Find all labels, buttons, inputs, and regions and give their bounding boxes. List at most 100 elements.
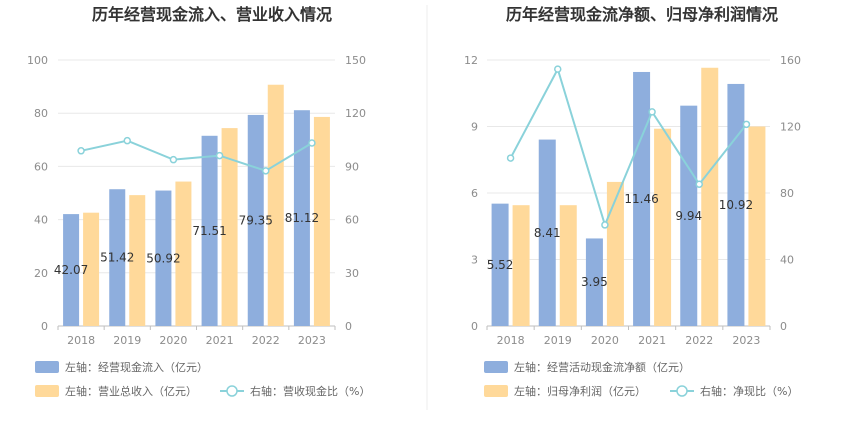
legend-label: 左轴：归母净利润（亿元） [514, 384, 646, 398]
bar-data-label: 5.52 [487, 258, 514, 272]
y-left-tick-label: 12 [464, 54, 478, 67]
y-left-tick-label: 3 [471, 254, 478, 267]
bar-secondary [313, 116, 330, 326]
legend-item[interactable]: 左轴：营业总收入（亿元） [35, 384, 197, 398]
y-right-tick-label: 40 [780, 254, 794, 267]
x-tick-label: 2023 [732, 334, 760, 347]
bar-primary [585, 238, 603, 326]
line-marker-icon [670, 385, 694, 397]
bar-primary [293, 110, 310, 327]
x-tick-label: 2018 [497, 334, 525, 347]
ratio-point [262, 167, 270, 175]
bar-data-label: 81.12 [285, 211, 319, 225]
y-left-tick-label: 20 [34, 267, 48, 280]
y-right-tick-label: 30 [345, 267, 359, 280]
bar-secondary [701, 67, 719, 326]
x-tick-label: 2020 [591, 334, 619, 347]
x-tick-label: 2022 [685, 334, 713, 347]
bar-data-label: 11.46 [624, 192, 658, 206]
ratio-point [601, 221, 609, 229]
bar-data-label: 3.95 [581, 275, 608, 289]
ratio-point [123, 136, 131, 145]
bar-secondary [129, 195, 146, 326]
bar-data-label: 10.92 [719, 198, 753, 212]
ratio-point [742, 120, 751, 129]
y-left-tick-label: 60 [34, 160, 48, 173]
legend-item[interactable]: 右轴：营收现金比（%） [220, 384, 370, 398]
y-left-tick-label: 0 [471, 320, 478, 333]
x-tick-label: 2022 [252, 334, 280, 347]
legend-item[interactable]: 左轴：归母净利润（亿元） [484, 384, 646, 398]
legend-item[interactable]: 左轴：经营活动现金流净额（亿元） [484, 360, 690, 374]
bar-secondary [175, 181, 192, 326]
bar-data-label: 50.92 [146, 251, 180, 265]
x-tick-label: 2023 [298, 334, 326, 347]
y-left-tick-label: 9 [471, 121, 478, 134]
y-right-tick-label: 120 [780, 121, 801, 134]
bar-data-label: 71.51 [192, 224, 226, 238]
bar-secondary [654, 128, 672, 326]
line-marker-icon [220, 385, 244, 397]
y-right-tick-label: 90 [345, 160, 359, 173]
x-tick-label: 2018 [67, 334, 95, 347]
y-right-tick-label: 0 [345, 320, 352, 333]
bar-swatch-icon [35, 385, 59, 397]
ratio-point [695, 180, 703, 188]
bar-secondary [221, 128, 238, 326]
ratio-point [648, 108, 656, 116]
ratio-point [77, 147, 85, 155]
legend-label: 右轴：净现比（%） [700, 384, 798, 398]
bar-data-label: 42.07 [54, 263, 88, 277]
bar-secondary [559, 205, 577, 326]
bar-primary [247, 114, 264, 326]
bar-data-label: 79.35 [239, 213, 273, 227]
y-left-tick-label: 80 [34, 107, 48, 120]
bar-secondary [512, 205, 530, 326]
legend-label: 右轴：营收现金比（%） [250, 384, 370, 398]
bar-secondary [606, 181, 624, 326]
y-right-tick-label: 150 [345, 54, 366, 67]
ratio-point [308, 139, 316, 147]
y-left-tick-label: 0 [41, 320, 48, 333]
bar-secondary [267, 84, 284, 326]
bar-swatch-icon [35, 361, 59, 373]
bar-secondary [748, 126, 766, 326]
ratio-line [80, 139, 313, 172]
y-right-tick-label: 80 [780, 187, 794, 200]
ratio-point [506, 154, 515, 162]
x-tick-label: 2020 [159, 334, 187, 347]
y-right-tick-label: 160 [780, 54, 801, 67]
bar-swatch-icon [484, 361, 508, 373]
bar-primary [63, 214, 80, 326]
ratio-point [169, 155, 178, 164]
y-right-tick-label: 120 [345, 107, 366, 120]
bar-primary [491, 203, 509, 326]
x-tick-label: 2021 [638, 334, 666, 347]
bar-secondary [83, 212, 100, 326]
bar-data-label: 9.94 [675, 209, 702, 223]
x-tick-label: 2019 [113, 334, 141, 347]
legend-item[interactable]: 右轴：净现比（%） [670, 384, 798, 398]
legend-item[interactable]: 左轴：经营现金流入（亿元） [35, 360, 208, 374]
ratio-point [215, 151, 224, 160]
x-tick-label: 2021 [206, 334, 234, 347]
legend-label: 左轴：营业总收入（亿元） [65, 384, 197, 398]
legend-label: 左轴：经营活动现金流净额（亿元） [514, 360, 690, 374]
chart-title: 历年经营现金流入、营业收入情况 [92, 5, 332, 24]
y-left-tick-label: 100 [27, 54, 48, 67]
chart-cash-inflow-revenue: 历年经营现金流入、营业收入情况 0 20 40 60 80 100 0 30 60 90 120 15… [27, 5, 370, 398]
x-tick-label: 2019 [544, 334, 572, 347]
bar-data-label: 8.41 [534, 226, 561, 240]
legend-label: 左轴：经营现金流入（亿元） [65, 360, 208, 374]
bar-primary [633, 71, 651, 326]
y-left-tick-label: 6 [471, 187, 478, 200]
bar-primary [201, 135, 218, 326]
bar-data-label: 51.42 [100, 251, 134, 265]
bar-primary [109, 189, 126, 326]
y-right-tick-label: 0 [780, 320, 787, 333]
y-right-tick-label: 60 [345, 214, 359, 227]
ratio-point [554, 65, 562, 73]
y-left-tick-label: 40 [34, 214, 48, 227]
